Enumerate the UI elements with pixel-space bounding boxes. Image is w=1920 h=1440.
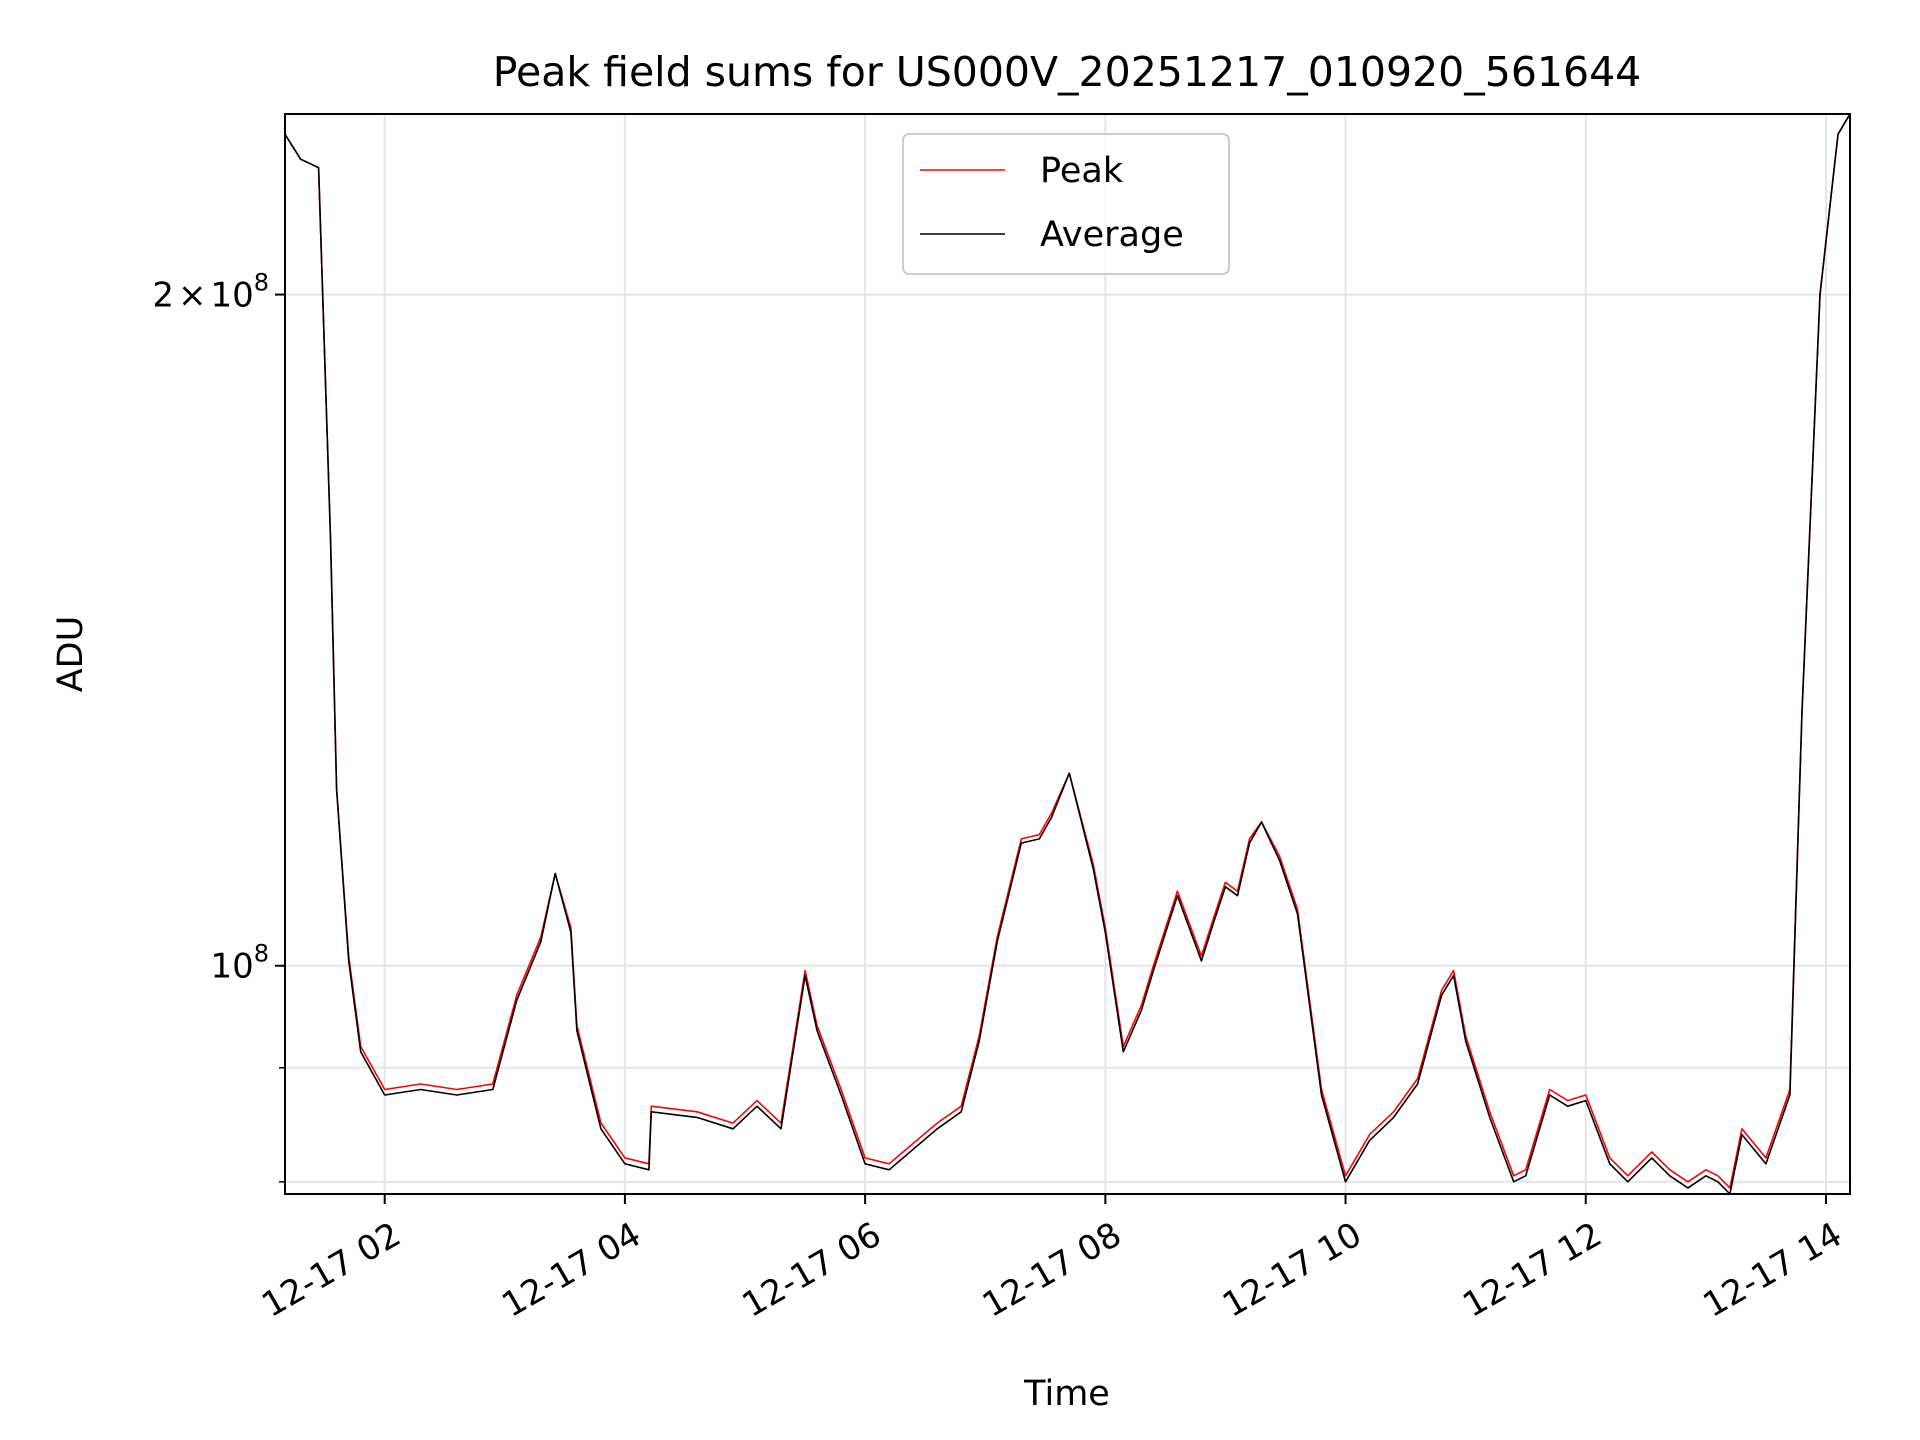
y-tick-label: 108: [210, 940, 269, 987]
y-axis-label: ADU: [51, 616, 91, 693]
legend-box: [902, 133, 1230, 275]
y-tick-label: 2 × 108: [152, 269, 269, 316]
grid: [285, 114, 1850, 1194]
axes-frame: [284, 113, 1851, 1195]
plot-lines: [284, 113, 1851, 1195]
legend-label-peak: Peak: [1040, 151, 1124, 191]
series-line-average: [284, 113, 1851, 1195]
legend-label-average: Average: [1040, 215, 1184, 255]
chart-title: Peak field sums for US000V_20251217_0109…: [493, 48, 1642, 96]
legend: Peak Average: [902, 133, 1230, 275]
x-axis-label: Time: [1023, 1374, 1110, 1414]
